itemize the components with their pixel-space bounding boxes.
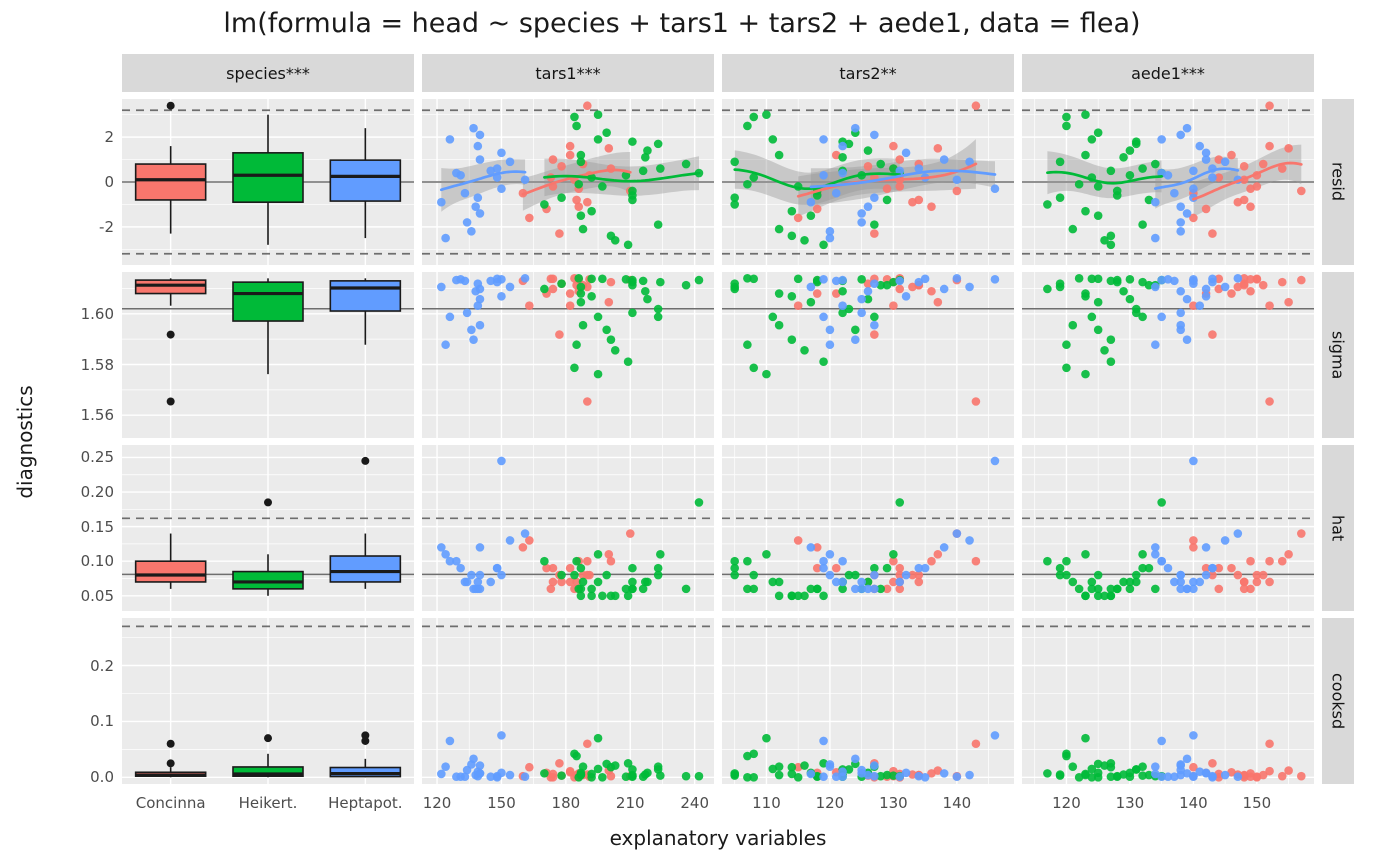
y-tick-label: 0.10 <box>80 552 114 571</box>
col-strip-species-label: species*** <box>226 63 310 83</box>
x-tick-label: 110 <box>752 794 781 812</box>
row-strip-cooksd: cooksd <box>1322 618 1354 784</box>
y-tick-label: 0.25 <box>80 448 114 467</box>
panel-sigma-tars1 <box>422 272 714 438</box>
x-tick-label: 140 <box>942 794 972 812</box>
y-tick-label: 0.1 <box>90 712 114 731</box>
panel-sigma-species <box>122 272 414 438</box>
row-strip-resid: resid <box>1322 99 1354 265</box>
row-strip-sigma: sigma <box>1322 272 1354 438</box>
row-strip-sigma-label: sigma <box>1328 330 1348 380</box>
y-axis-ticks-hat: 0.05 0.10 0.15 0.20 0.25 <box>48 445 114 611</box>
facet-grid: species*** tars1*** tars2** aede1*** dia… <box>10 54 1354 860</box>
col-strip-tars2: tars2** <box>722 54 1014 92</box>
y-tick-label: 0 <box>104 173 114 191</box>
y-tick-label: 0.0 <box>90 768 114 787</box>
x-tick-label: 130 <box>879 794 908 812</box>
panel-hat-tars2 <box>722 445 1014 611</box>
panel-cooksd-tars2 <box>722 618 1014 784</box>
row-strip-resid-label: resid <box>1328 162 1348 202</box>
col-strip-aede1: aede1*** <box>1022 54 1314 92</box>
panel-cooksd-species <box>122 618 414 784</box>
panel-hat-aede1 <box>1022 445 1314 611</box>
y-tick-label: 0.15 <box>80 517 114 536</box>
x-tick-label: Heikert. <box>238 794 298 812</box>
panel-sigma-aede1 <box>1022 272 1314 438</box>
y-tick-label: -2 <box>99 217 114 236</box>
y-tick-label: 1.60 <box>80 304 114 323</box>
panel-hat-species <box>122 445 414 611</box>
x-axis-title: explanatory variables <box>609 826 827 850</box>
x-axis-ticks-tars1: 120 150 180 210 240 <box>422 791 714 815</box>
x-tick-label: 120 <box>422 794 452 812</box>
y-tick-label: 0.2 <box>90 656 114 675</box>
row-strip-cooksd-label: cooksd <box>1328 672 1348 730</box>
y-tick-label: 2 <box>104 128 114 147</box>
panel-sigma-tars2 <box>722 272 1014 438</box>
col-strip-tars1-label: tars1*** <box>535 63 601 83</box>
y-axis-title: diagnostics <box>13 384 37 499</box>
panel-resid-aede1 <box>1022 99 1314 265</box>
y-axis-title-cell: diagnostics <box>10 99 40 784</box>
x-tick-label: 210 <box>615 794 645 812</box>
panel-cooksd-tars1 <box>422 618 714 784</box>
col-strip-species: species*** <box>122 54 414 92</box>
x-tick-label: 130 <box>1115 794 1145 812</box>
y-tick-label: 0.20 <box>80 483 114 502</box>
x-axis-ticks-aede1: 120 130 140 150 <box>1022 791 1314 815</box>
y-tick-label: 1.56 <box>80 406 114 425</box>
x-tick-label: 120 <box>815 794 845 812</box>
x-tick-label: 150 <box>1242 794 1272 812</box>
plot-title: lm(formula = head ~ species + tars1 + ta… <box>223 8 1141 39</box>
x-tick-label: 150 <box>487 794 516 812</box>
y-tick-label: 0.05 <box>80 586 114 605</box>
x-tick-label: Concinna <box>135 794 206 812</box>
col-strip-tars2-label: tars2** <box>839 63 897 83</box>
panel-resid-species <box>122 99 414 265</box>
panel-hat-tars1 <box>422 445 714 611</box>
x-tick-label: Heptapot. <box>328 794 403 812</box>
x-tick-label: 180 <box>551 794 581 812</box>
x-axis-ticks-tars2: 110 120 130 140 <box>722 791 1014 815</box>
panel-resid-tars2 <box>722 99 1014 265</box>
x-tick-label: 240 <box>680 794 709 812</box>
y-tick-label: 1.58 <box>80 355 114 374</box>
row-strip-hat-label: hat <box>1328 514 1348 542</box>
panel-cooksd-aede1 <box>1022 618 1314 784</box>
col-strip-tars1: tars1*** <box>422 54 714 92</box>
y-axis-ticks-sigma: 1.56 1.58 1.60 <box>48 272 114 438</box>
y-axis-ticks-cooksd: 0.0 0.1 0.2 <box>48 618 114 787</box>
col-strip-aede1-label: aede1*** <box>1131 63 1205 83</box>
x-tick-label: 140 <box>1179 794 1208 812</box>
y-axis-ticks-resid: -2 0 2 <box>48 99 114 265</box>
x-tick-label: 120 <box>1052 794 1081 812</box>
x-axis-ticks-species: Concinna Heikert. Heptapot. <box>122 791 414 815</box>
row-strip-hat: hat <box>1322 445 1354 611</box>
panel-resid-tars1 <box>422 99 714 265</box>
